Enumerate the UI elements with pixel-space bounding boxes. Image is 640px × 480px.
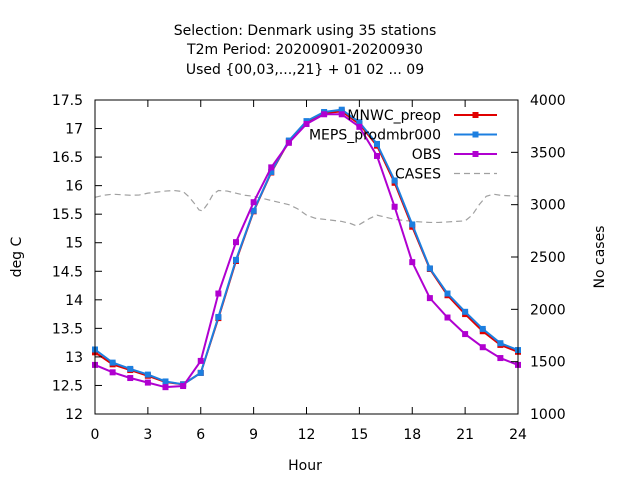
data-point-meps-prodmbr000 xyxy=(426,265,433,272)
data-point-obs xyxy=(233,239,239,246)
data-point-meps-prodmbr000 xyxy=(479,325,486,332)
legend-marker-mnwc-preop xyxy=(472,112,479,118)
x-tick-label: 18 xyxy=(403,427,421,443)
series-meps-prodmbr000 xyxy=(92,106,521,388)
data-point-meps-prodmbr000 xyxy=(374,140,380,147)
data-point-obs xyxy=(268,164,275,171)
y2-tick-label: 4000 xyxy=(530,93,566,109)
chart-title: Selection: Denmark using 35 stations T2m… xyxy=(174,23,437,78)
x-tick-label: 12 xyxy=(298,427,316,443)
data-point-obs xyxy=(426,295,433,302)
y2-tick-label: 1000 xyxy=(530,407,566,423)
data-point-obs xyxy=(321,111,328,118)
y-tick-label: 13 xyxy=(65,350,83,366)
data-point-obs xyxy=(144,379,151,386)
title-line-1: Selection: Denmark using 35 stations xyxy=(174,23,437,39)
y-tick-label: 14.5 xyxy=(52,264,83,280)
x-tick-label: 24 xyxy=(509,427,527,443)
x-axis-label: Hour xyxy=(288,458,322,474)
data-point-obs xyxy=(409,259,416,266)
data-point-obs xyxy=(197,357,204,364)
plot-frame xyxy=(94,99,519,415)
x-tick-label: 6 xyxy=(196,427,205,443)
data-point-obs xyxy=(462,331,469,338)
data-point-obs xyxy=(285,139,292,146)
legend-label: OBS xyxy=(412,147,441,163)
data-point-obs xyxy=(162,384,169,391)
x-tick-label: 3 xyxy=(143,427,152,443)
data-point-meps-prodmbr000 xyxy=(162,378,169,385)
y-tick-label: 14 xyxy=(65,293,83,309)
data-point-meps-prodmbr000 xyxy=(109,359,116,366)
y2-tick-label: 2000 xyxy=(530,302,566,318)
x-tick-label: 21 xyxy=(456,427,474,443)
data-point-meps-prodmbr000 xyxy=(233,256,239,263)
data-point-meps-prodmbr000 xyxy=(462,308,469,315)
y-tick-label: 16.5 xyxy=(52,150,83,166)
legend-label: MNWC_preop xyxy=(347,108,441,124)
data-point-meps-prodmbr000 xyxy=(409,221,416,228)
data-point-meps-prodmbr000 xyxy=(250,207,257,214)
series-line-meps-prodmbr000 xyxy=(94,108,519,386)
y-axis-left: 12 12.5 13 13.5 14 14.5 15 15.5 16 16.5 17 17.5 xyxy=(52,93,102,423)
y-axis-label: deg C xyxy=(9,236,25,277)
series-line-cases xyxy=(94,189,519,227)
data-point-obs xyxy=(374,152,380,159)
y-tick-label: 12 xyxy=(65,407,83,423)
legend-label: MEPS_prodmbr000 xyxy=(309,128,441,144)
data-point-meps-prodmbr000 xyxy=(391,177,398,184)
series-layer xyxy=(92,106,521,391)
x-tick-label: 0 xyxy=(91,427,100,443)
data-point-obs xyxy=(250,199,257,206)
data-point-obs xyxy=(303,120,310,127)
x-axis: 0 3 6 9 12 15 18 21 24 xyxy=(91,100,527,443)
data-point-obs xyxy=(444,314,451,321)
data-point-obs xyxy=(479,344,486,351)
data-point-meps-prodmbr000 xyxy=(338,106,345,113)
x-tick-label: 15 xyxy=(350,427,368,443)
series-line-obs xyxy=(94,113,519,389)
data-point-obs xyxy=(180,383,187,390)
data-point-meps-prodmbr000 xyxy=(215,313,222,320)
y-tick-label: 17 xyxy=(65,122,83,138)
data-point-meps-prodmbr000 xyxy=(497,340,504,347)
y-tick-label: 17.5 xyxy=(52,93,83,109)
y2-tick-label: 1500 xyxy=(530,355,566,371)
legend-marker-meps-prodmbr000 xyxy=(472,131,479,138)
data-point-obs xyxy=(497,355,504,362)
y2-tick-label: 3500 xyxy=(530,145,566,161)
data-point-obs xyxy=(127,375,134,382)
series-line-mnwc-preop xyxy=(94,110,519,386)
data-point-meps-prodmbr000 xyxy=(127,365,134,372)
y2-axis-label: No cases xyxy=(592,226,608,289)
y-tick-label: 12.5 xyxy=(52,378,83,394)
y-tick-label: 15 xyxy=(65,236,83,252)
x-tick-label: 9 xyxy=(249,427,258,443)
data-point-obs xyxy=(356,123,363,130)
series-mnwc-preop xyxy=(92,108,521,388)
y2-tick-label: 2500 xyxy=(530,250,566,266)
data-point-meps-prodmbr000 xyxy=(444,290,451,297)
data-point-obs xyxy=(109,369,116,376)
title-line-3: Used {00,03,...,21} + 01 02 ... 09 xyxy=(186,62,424,78)
data-point-meps-prodmbr000 xyxy=(197,369,204,376)
data-point-obs xyxy=(391,203,398,210)
data-point-meps-prodmbr000 xyxy=(356,119,363,126)
y2-tick-label: 3000 xyxy=(530,198,566,214)
y-axis-right: 1000 1500 2000 2500 3000 3500 4000 xyxy=(511,93,566,423)
y-tick-label: 16 xyxy=(65,179,83,195)
y-tick-label: 15.5 xyxy=(52,207,83,223)
data-point-meps-prodmbr000 xyxy=(144,371,151,378)
series-cases xyxy=(94,189,519,227)
legend-marker-obs xyxy=(472,151,479,157)
y-tick-label: 13.5 xyxy=(52,321,83,337)
legend-label: CASES xyxy=(395,167,441,183)
data-point-obs xyxy=(215,290,222,297)
data-point-obs xyxy=(338,111,345,118)
data-point-meps-prodmbr000 xyxy=(268,168,275,175)
title-line-2: T2m Period: 20200901-20200930 xyxy=(186,42,423,58)
legend: MNWC_preop MEPS_prodmbr000 OBS CASES xyxy=(309,108,497,183)
